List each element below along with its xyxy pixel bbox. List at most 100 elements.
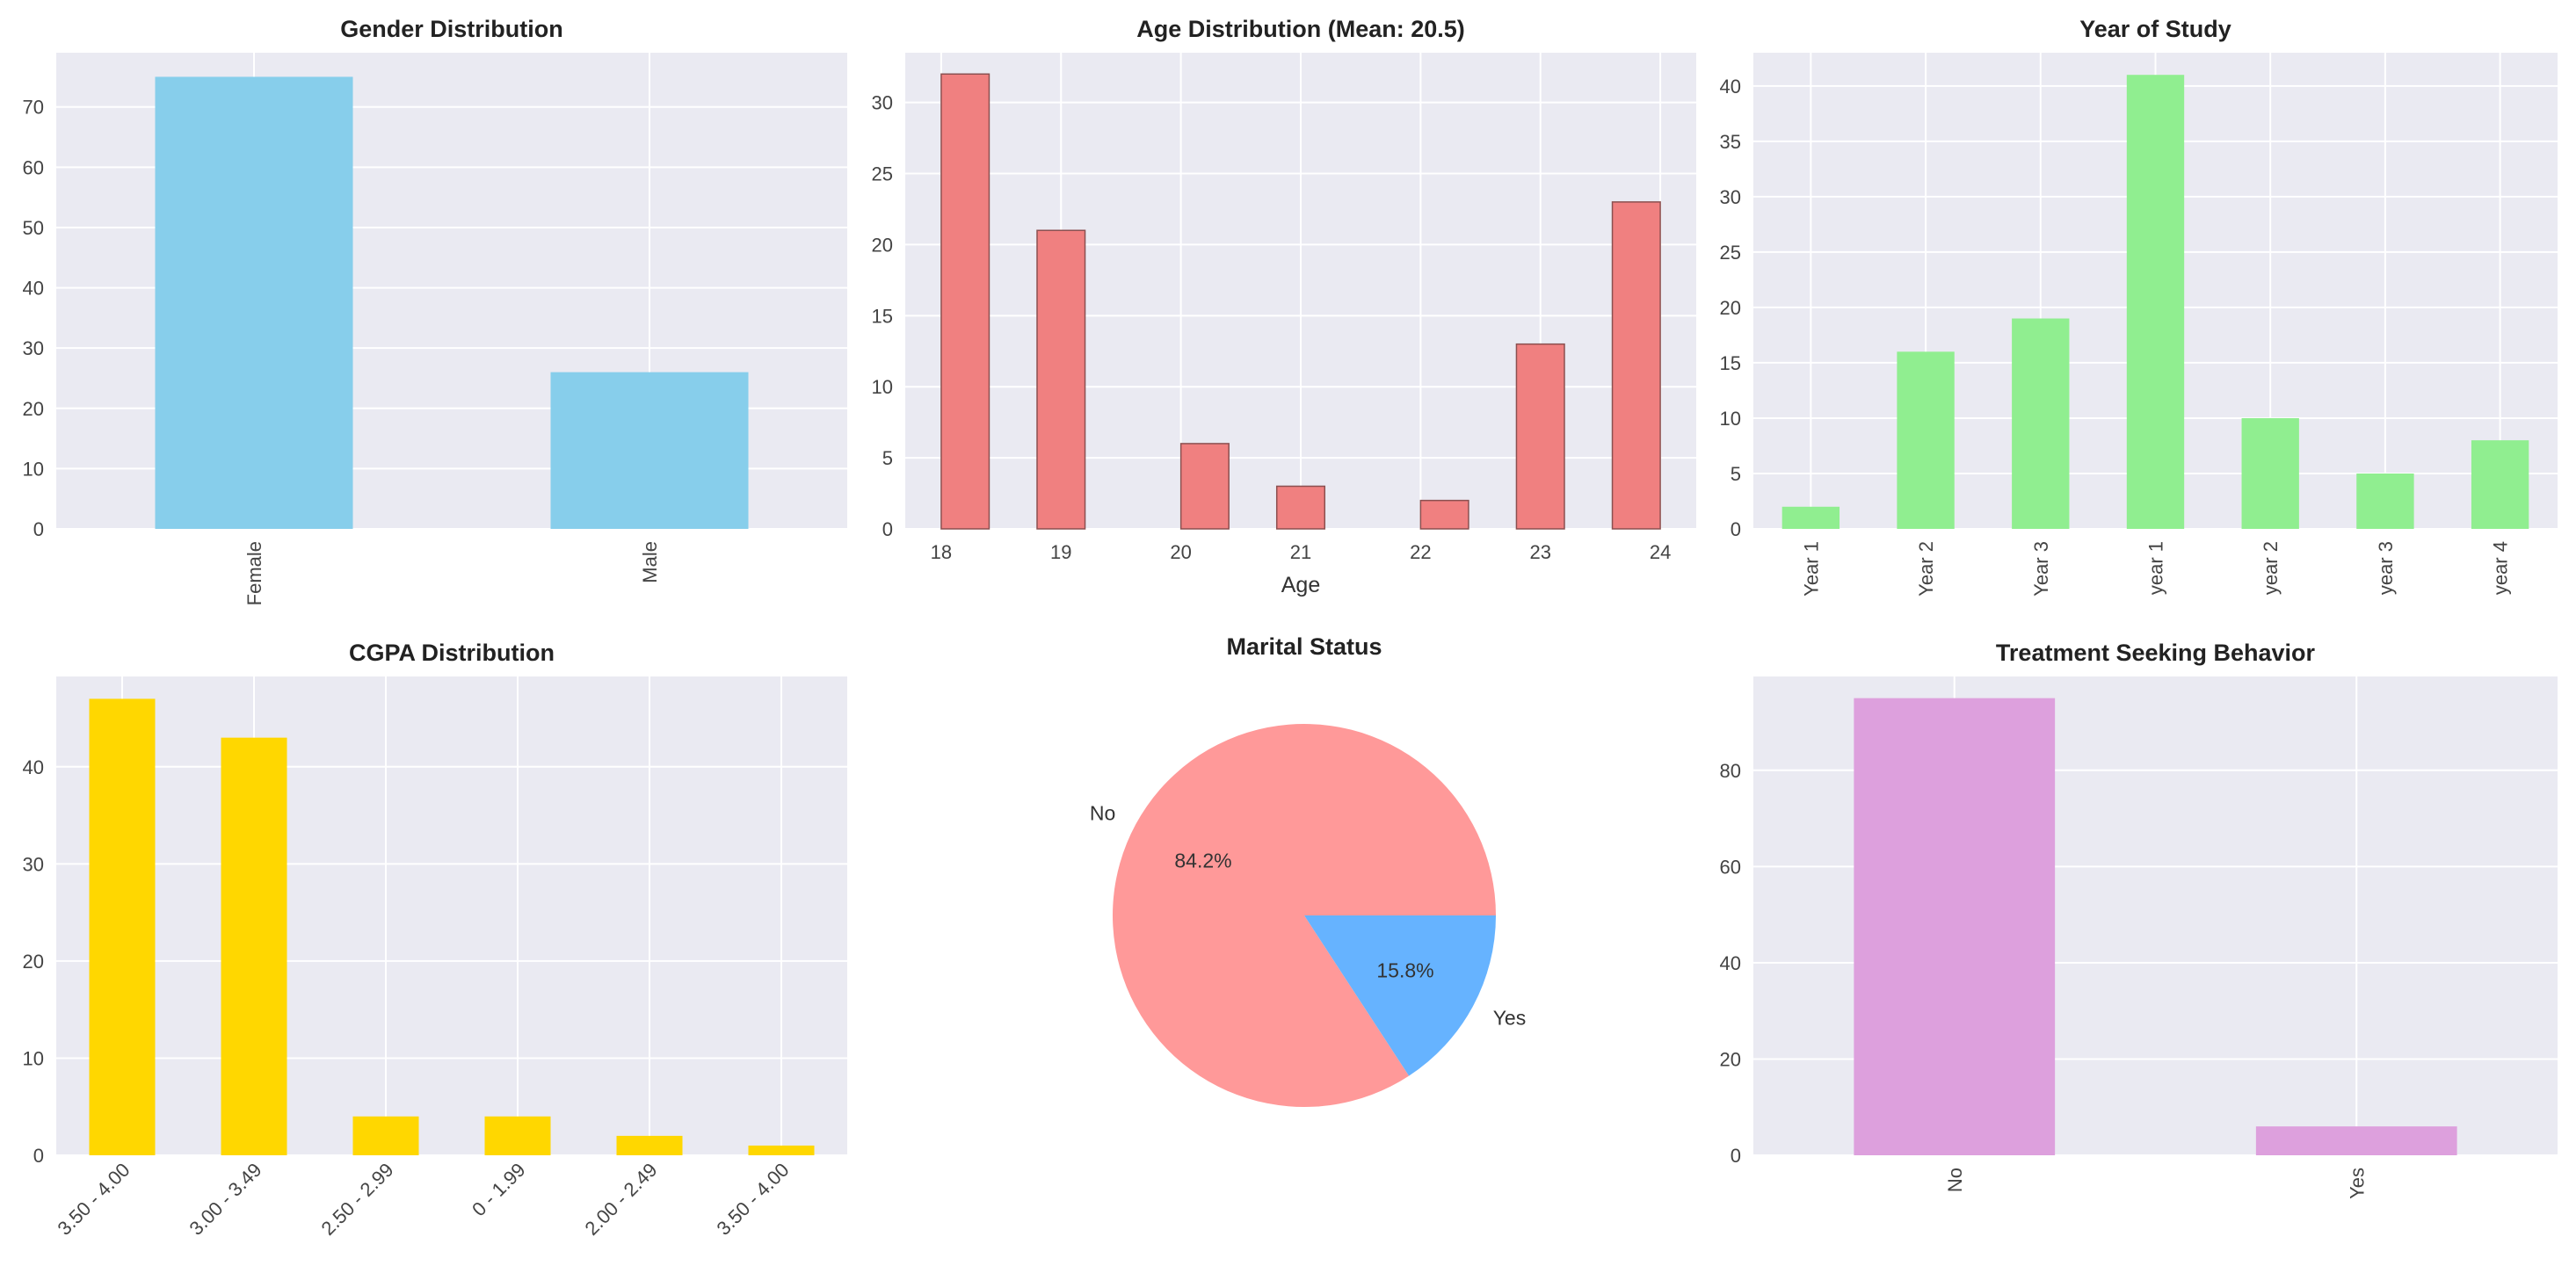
cgpa-bar	[484, 1116, 551, 1155]
age-panel: Age Distribution (Mean: 20.5) 0 5 10 15 20 25 3…	[872, 16, 1696, 597]
marital-slice	[1304, 915, 1496, 1076]
treatment-xtick-label: Yes	[2346, 1168, 2368, 1199]
year-ytick-label: 30	[1720, 186, 1741, 208]
cgpa-xtick-label: 2.00 - 2.49	[580, 1159, 661, 1240]
marital-slice-label: No	[1090, 802, 1115, 825]
year-panel: Year of Study 0 5 10 15 20 25 30 35 40 Year 1 Year …	[1720, 16, 2558, 597]
marital-slice-pct: 84.2%	[1174, 850, 1231, 872]
cgpa-panel: CGPA Distribution 0 10 20 30 40 3.50 - 4.00 3.0…	[23, 640, 847, 1240]
cgpa-bar	[221, 737, 287, 1155]
year-ytick-label: 0	[1731, 518, 1741, 540]
year-bar	[2126, 75, 2185, 530]
age-ytick-label: 20	[872, 234, 893, 256]
year-xtick-label: Year 2	[1915, 541, 1937, 597]
age-xtick-label: 19	[1050, 541, 1071, 563]
age-bar	[1179, 443, 1230, 530]
age-ytick-label: 25	[872, 163, 893, 185]
treatment-bar	[2255, 1126, 2457, 1155]
gender-ytick-label: 50	[23, 217, 44, 239]
year-xtick-label: year 3	[2375, 541, 2397, 595]
year-ytick-label: 40	[1720, 76, 1741, 98]
treatment-xtick-label: No	[1944, 1168, 1966, 1192]
cgpa-xtick-label: 3.00 - 3.49	[185, 1159, 265, 1240]
age-xtick-label: 23	[1529, 541, 1550, 563]
year-bar	[2356, 473, 2414, 529]
age-bar	[1036, 229, 1086, 530]
year-ytick-label: 10	[1720, 408, 1741, 430]
gender-ytick-label: 70	[23, 97, 44, 119]
cgpa-plot-area	[56, 676, 847, 1155]
year-bar	[1781, 506, 1840, 529]
age-ytick-label: 15	[872, 305, 893, 327]
treatment-ytick-label: 40	[1720, 952, 1741, 974]
gender-bar	[550, 372, 749, 529]
cgpa-ytick-label: 40	[23, 756, 44, 778]
year-ytick-label: 35	[1720, 131, 1741, 153]
treatment-bar	[1854, 698, 2056, 1155]
cgpa-xtick-label: 3.50 - 4.00	[53, 1159, 134, 1240]
age-bar	[1515, 343, 1565, 530]
marital-title: Marital Status	[1226, 633, 1382, 660]
cgpa-ytick-label: 0	[33, 1145, 44, 1167]
cgpa-xtick-label: 3.50 - 4.00	[712, 1159, 793, 1240]
cgpa-bar	[89, 698, 156, 1155]
gender-panel: Gender Distribution 0 10 20 30 40 50 60 70 Female…	[23, 16, 847, 605]
cgpa-ytick-label: 20	[23, 951, 44, 973]
year-xtick-label: Year 1	[1800, 541, 1822, 597]
year-title: Year of Study	[2079, 16, 2231, 42]
treatment-title: Treatment Seeking Behavior	[1996, 640, 2316, 666]
year-bar	[2471, 440, 2529, 529]
gender-ytick-label: 40	[23, 278, 44, 300]
year-ytick-label: 5	[1731, 463, 1741, 485]
marital-slice	[1113, 723, 1496, 1107]
cgpa-bar	[616, 1135, 683, 1155]
cgpa-xtick-label: 0 - 1.99	[468, 1159, 529, 1220]
age-xtick-label: 24	[1650, 541, 1671, 563]
age-bar	[940, 73, 990, 530]
cgpa-bar	[352, 1116, 419, 1155]
gender-ytick-label: 60	[23, 156, 44, 178]
cgpa-title: CGPA Distribution	[349, 640, 555, 666]
treatment-ytick-label: 20	[1720, 1048, 1741, 1070]
gender-ytick-label: 20	[23, 398, 44, 420]
age-ytick-label: 0	[882, 518, 893, 540]
age-bar	[1275, 485, 1326, 530]
year-xtick-label: year 2	[2260, 541, 2282, 595]
treatment-ytick-label: 60	[1720, 856, 1741, 878]
year-ytick-label: 25	[1720, 242, 1741, 264]
age-xtick-label: 21	[1290, 541, 1311, 563]
marital-slice-label: Yes	[1493, 1006, 1527, 1029]
marital-slice-pct: 15.8%	[1376, 958, 1433, 981]
age-xtick-label: 20	[1170, 541, 1191, 563]
age-xlabel: Age	[1281, 573, 1320, 597]
cgpa-bar	[748, 1145, 815, 1155]
gender-xtick-label: Male	[639, 541, 661, 583]
age-ytick-label: 5	[882, 447, 893, 469]
year-bar	[2012, 318, 2070, 529]
gender-ytick-label: 10	[23, 458, 44, 480]
cgpa-xtick-label: 2.50 - 2.99	[316, 1159, 397, 1240]
age-ytick-label: 30	[872, 92, 893, 114]
age-xtick-label: 18	[931, 541, 952, 563]
treatment-panel: Treatment Seeking Behavior 0 20 40 60 80 No Yes	[1720, 640, 2558, 1199]
cgpa-ytick-label: 10	[23, 1047, 44, 1069]
marital-panel: Marital Status No 84.2% Yes 15.8%	[1090, 633, 1526, 1107]
year-ytick-label: 20	[1720, 297, 1741, 319]
year-xtick-label: year 4	[2490, 541, 2512, 595]
gender-ytick-label: 0	[33, 518, 44, 540]
age-xtick-label: 22	[1410, 541, 1431, 563]
treatment-ytick-label: 80	[1720, 760, 1741, 782]
gender-ytick-label: 30	[23, 337, 44, 359]
age-bar	[1419, 499, 1469, 530]
gender-title: Gender Distribution	[340, 16, 563, 42]
gender-bar	[155, 76, 353, 529]
year-ytick-label: 15	[1720, 352, 1741, 374]
age-bar	[1611, 201, 1661, 530]
treatment-ytick-label: 0	[1731, 1145, 1741, 1167]
year-bar	[2241, 417, 2299, 529]
cgpa-ytick-label: 30	[23, 853, 44, 875]
year-bar	[1897, 351, 1955, 529]
year-xtick-label: Year 3	[2030, 541, 2052, 597]
